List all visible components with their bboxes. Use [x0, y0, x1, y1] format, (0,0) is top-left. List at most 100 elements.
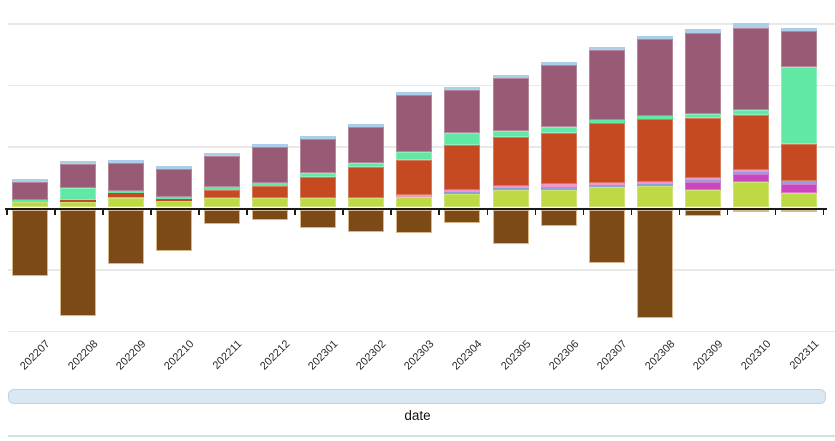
bar-segment-pink[interactable]: [492, 185, 529, 188]
bar-segment-brown[interactable]: [156, 209, 193, 251]
bar-segment-lime-green[interactable]: [540, 189, 577, 207]
bar-segment-magenta[interactable]: [780, 183, 817, 193]
bar-segment-mauve-purple[interactable]: [636, 38, 673, 116]
bar-segment-pale-blue[interactable]: [780, 27, 817, 31]
bar-segment-lime-green[interactable]: [204, 198, 241, 207]
bar-segment-lime-green[interactable]: [396, 197, 433, 207]
bar-segment-lime-green[interactable]: [300, 198, 337, 207]
bar-segment-pink[interactable]: [540, 184, 577, 187]
bar-segment-teal-green[interactable]: [204, 187, 241, 190]
bar-segment-teal-green[interactable]: [60, 187, 97, 200]
bar-segment-teal-green[interactable]: [540, 126, 577, 133]
bar-segment-brown[interactable]: [444, 209, 481, 223]
bar-segment-pale-blue[interactable]: [108, 159, 145, 163]
bar-segment-lime-green[interactable]: [636, 186, 673, 207]
bar-segment-magenta[interactable]: [732, 174, 769, 182]
bar-segment-brown[interactable]: [348, 209, 385, 232]
bar-segment-mauve-purple[interactable]: [444, 90, 481, 133]
bar-segment-pale-blue[interactable]: [540, 61, 577, 65]
bar-segment-brown[interactable]: [588, 209, 625, 263]
bar-segment-orange-red[interactable]: [156, 198, 193, 201]
bar-segment-pink[interactable]: [108, 196, 145, 198]
bar-segment-pink[interactable]: [588, 183, 625, 185]
bar-segment-orange-red[interactable]: [444, 145, 481, 190]
bar-segment-teal-green[interactable]: [684, 113, 721, 118]
bar-segment-teal-green[interactable]: [588, 119, 625, 123]
bar-segment-brown[interactable]: [300, 209, 337, 228]
bar-segment-teal-green[interactable]: [12, 199, 48, 202]
bar-segment-teal-green[interactable]: [396, 152, 433, 160]
bar-segment-brown[interactable]: [492, 209, 529, 244]
bar-segment-pink[interactable]: [636, 182, 673, 184]
bar-segment-lime-green[interactable]: [732, 182, 769, 207]
bar-segment-pale-blue[interactable]: [396, 92, 433, 95]
bar-segment-brown[interactable]: [636, 209, 673, 318]
bar-segment-brown[interactable]: [732, 209, 769, 212]
bar-segment-orange-red[interactable]: [540, 133, 577, 184]
bar-segment-periwinkle[interactable]: [732, 171, 769, 174]
bar-segment-periwinkle[interactable]: [444, 192, 481, 194]
bar-segment-mauve-purple[interactable]: [540, 64, 577, 127]
bar-segment-magenta[interactable]: [684, 181, 721, 190]
bar-segment-pale-blue[interactable]: [636, 35, 673, 39]
bar-segment-lime-green[interactable]: [60, 201, 97, 207]
bar-segment-pink[interactable]: [396, 195, 433, 197]
bar-segment-periwinkle[interactable]: [684, 179, 721, 182]
date-scrollbar-track[interactable]: [8, 389, 826, 404]
bar-segment-teal-green[interactable]: [636, 115, 673, 119]
bar-segment-lime-green[interactable]: [252, 198, 289, 207]
bar-segment-mauve-purple[interactable]: [732, 27, 769, 110]
bar-segment-mauve-purple[interactable]: [12, 182, 48, 200]
bar-segment-mauve-purple[interactable]: [156, 169, 193, 197]
bar-segment-brown[interactable]: [12, 209, 48, 276]
bar-segment-orange-red[interactable]: [492, 136, 529, 186]
bar-segment-orange-red[interactable]: [588, 123, 625, 183]
bar-segment-orange-red[interactable]: [684, 117, 721, 178]
bar-segment-lime-green[interactable]: [12, 201, 48, 207]
bar-segment-pale-blue[interactable]: [60, 160, 97, 164]
bar-segment-mauve-purple[interactable]: [300, 138, 337, 173]
bar-segment-orange-red[interactable]: [780, 143, 817, 181]
bar-segment-mauve-purple[interactable]: [396, 95, 433, 152]
bar-segment-pale-blue[interactable]: [588, 46, 625, 50]
bar-segment-lime-green[interactable]: [780, 192, 817, 207]
bar-segment-periwinkle[interactable]: [540, 187, 577, 190]
bar-segment-pale-blue[interactable]: [684, 29, 721, 33]
bar-segment-orange-red[interactable]: [636, 119, 673, 182]
bar-segment-orange-red[interactable]: [108, 193, 145, 197]
bar-segment-lime-green[interactable]: [348, 198, 385, 207]
bar-segment-mauve-purple[interactable]: [492, 78, 529, 131]
bar-segment-periwinkle[interactable]: [636, 184, 673, 186]
bar-segment-lime-green[interactable]: [444, 194, 481, 207]
bar-segment-pink[interactable]: [732, 169, 769, 172]
bar-segment-brown[interactable]: [684, 209, 721, 216]
bar-segment-teal-green[interactable]: [444, 133, 481, 145]
bar-segment-teal-green[interactable]: [732, 109, 769, 115]
bar-segment-pale-blue[interactable]: [300, 135, 337, 139]
bar-segment-lime-green[interactable]: [588, 187, 625, 207]
bar-segment-mauve-purple[interactable]: [684, 32, 721, 114]
bar-segment-periwinkle[interactable]: [588, 185, 625, 187]
bar-segment-brown[interactable]: [108, 209, 145, 264]
bar-segment-pale-blue[interactable]: [444, 87, 481, 90]
bar-segment-orange-red[interactable]: [396, 160, 433, 195]
bar-segment-mauve-purple[interactable]: [108, 162, 145, 191]
bar-segment-orange-red[interactable]: [204, 190, 241, 198]
bar-segment-pale-blue[interactable]: [492, 75, 529, 78]
bar-segment-orange-red[interactable]: [252, 186, 289, 198]
bar-segment-mauve-purple[interactable]: [252, 147, 289, 183]
bar-segment-teal-green[interactable]: [300, 172, 337, 177]
chart-plot-area[interactable]: [0, 0, 835, 335]
bar-segment-orange-red[interactable]: [300, 176, 337, 198]
bar-segment-teal-green[interactable]: [780, 66, 817, 144]
bar-segment-pale-blue[interactable]: [348, 124, 385, 127]
bar-segment-teal-green[interactable]: [108, 190, 145, 193]
bar-segment-lime-green[interactable]: [684, 190, 721, 207]
bar-segment-lime-green[interactable]: [108, 198, 145, 207]
bar-segment-pale-blue[interactable]: [204, 153, 241, 156]
bar-segment-pale-blue[interactable]: [12, 179, 48, 182]
bar-segment-orange-red[interactable]: [60, 199, 97, 202]
bar-segment-brown[interactable]: [252, 209, 289, 220]
bar-segment-lime-green[interactable]: [492, 190, 529, 207]
bar-segment-orange-red[interactable]: [348, 167, 385, 198]
